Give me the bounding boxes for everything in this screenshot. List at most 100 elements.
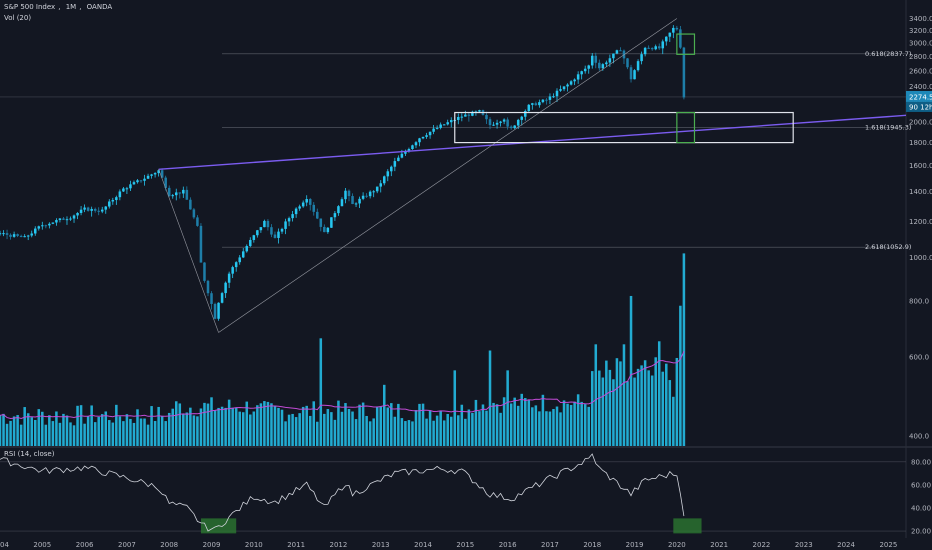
fib-level-label: 0.618(2837.7) (865, 50, 911, 58)
volume-bar (93, 422, 97, 446)
volume-bar (633, 377, 636, 446)
volume-bar (650, 375, 654, 446)
volume-bar (41, 411, 44, 446)
volume-bar (330, 412, 333, 446)
volume-bar (256, 405, 259, 446)
volume-bar (587, 406, 590, 446)
candle-body (48, 223, 51, 226)
volume-bar (305, 405, 308, 446)
rsi-legend[interactable]: RSI (14, close) (4, 450, 57, 458)
volume-bar (516, 405, 520, 446)
time-tick-label: 2016 (499, 541, 517, 549)
candle-body (594, 55, 598, 63)
price-tick-label: 1000.0 (909, 254, 932, 262)
rsi-label: RSI (14, close) (4, 450, 55, 458)
candle-body (541, 99, 545, 103)
candle-body (499, 121, 502, 123)
candle-body (308, 199, 312, 205)
volume-bar (9, 420, 12, 446)
candle-body (69, 218, 72, 220)
candle-body (679, 29, 682, 48)
volume-bar (23, 407, 26, 446)
volume-bar (672, 396, 675, 446)
candle-body (146, 175, 150, 179)
candle-body (62, 218, 65, 220)
price-tick-label: 1400.0 (909, 188, 932, 196)
volume-bar (534, 405, 538, 446)
volume-bar (432, 420, 435, 446)
volume-bar (368, 421, 372, 446)
candle-body (171, 195, 175, 197)
volume-bar (453, 370, 457, 446)
volume-bar (5, 423, 9, 446)
interval-label[interactable]: 1M (65, 3, 77, 11)
candle-body (44, 225, 48, 227)
volume-ma-line (0, 351, 685, 420)
volume-bar (182, 414, 185, 446)
candle-body (643, 47, 647, 55)
volume-bar (160, 415, 164, 446)
candle-body (375, 186, 379, 192)
volume-bar (2, 413, 5, 446)
symbol-name[interactable]: S&P 500 Index (4, 3, 56, 11)
rsi-tick-label: 60.00 (911, 481, 931, 489)
volume-bar (449, 416, 453, 446)
candle-body (125, 188, 129, 190)
time-tick-label: 2025 (879, 541, 897, 549)
volume-bar (291, 413, 294, 446)
candle-body (118, 191, 122, 198)
volume-bar (249, 414, 252, 446)
volume-bar (287, 414, 291, 446)
candle-body (675, 27, 679, 30)
volume-bar (442, 420, 446, 446)
volume-bar (665, 363, 668, 446)
volume-bar (612, 379, 615, 446)
target-zone-box (676, 111, 696, 144)
volume-bar (435, 415, 439, 446)
candle-body (587, 65, 590, 69)
candle-body (598, 62, 601, 69)
candle-body (531, 103, 534, 105)
candle-body (220, 293, 224, 303)
candle-body (0, 233, 2, 235)
candle-body (93, 208, 97, 211)
volume-bar (185, 412, 189, 446)
volume-bar (499, 412, 502, 446)
volume-bar (418, 403, 421, 446)
volume-bar (301, 406, 305, 446)
volume-bar (636, 368, 640, 446)
candle-body (520, 116, 524, 120)
volume-bar (545, 411, 548, 446)
candle-body (97, 210, 100, 212)
candle-body (516, 119, 520, 126)
candle-body (227, 273, 231, 283)
time-tick-label: 2021 (710, 541, 728, 549)
candle-body (189, 199, 192, 210)
volume-bar (538, 411, 541, 446)
support-zone-box (454, 111, 794, 144)
volume-bar (104, 411, 108, 446)
volume-bar (220, 406, 224, 446)
candle-body (400, 153, 404, 158)
volume-bar (312, 401, 316, 446)
volume-bar (552, 409, 555, 446)
price-tick-label: 1600.0 (909, 162, 932, 170)
volume-bar (347, 408, 351, 446)
candle-body (654, 46, 657, 50)
volume-bar (411, 421, 414, 446)
countdown-badge (906, 101, 932, 112)
candle-body (488, 119, 492, 126)
volume-legend[interactable]: Vol (20) (4, 14, 34, 22)
volume-bar (562, 400, 566, 446)
candle-body (167, 187, 171, 197)
volume-bar (344, 403, 347, 446)
candle-body (562, 86, 566, 90)
volume-bar (471, 412, 474, 446)
candle-body (372, 191, 375, 193)
fib-level-label: 2.618(1052.9) (865, 243, 911, 251)
time-tick-label: 2012 (330, 541, 348, 549)
volume-bar (118, 416, 122, 446)
volume-bar (668, 380, 672, 446)
candle-body (446, 122, 449, 125)
